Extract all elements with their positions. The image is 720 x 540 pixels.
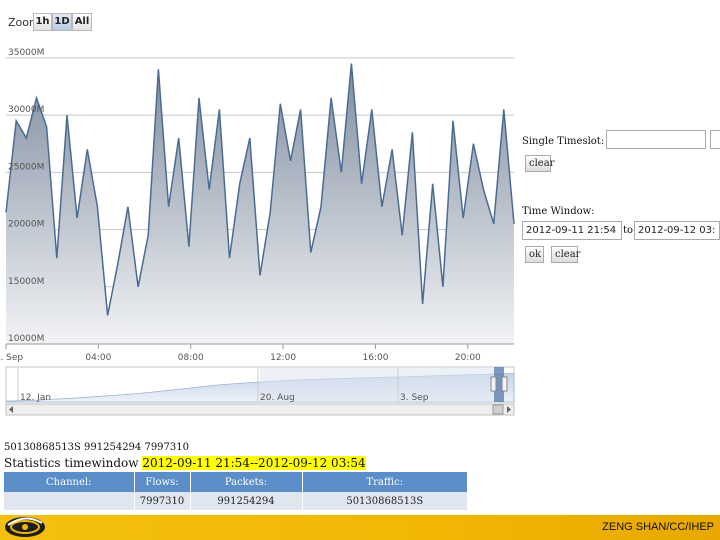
stats-table: Channel: Flows: Packets: Traffic: 799731… <box>4 472 468 510</box>
zoom-1h-button[interactable]: 1h <box>33 13 52 31</box>
stats-window-value: 2012-09-11 21:54--2012-09-12 03:54 <box>142 456 366 470</box>
series-area-fill <box>6 63 514 344</box>
single-timeslot-label: Single Timeslot: <box>522 136 605 147</box>
x-tick-label: 04:00 <box>85 353 111 363</box>
y-tick-label: 10000M <box>8 334 44 344</box>
y-tick-label: 30000M <box>8 105 44 115</box>
y-tick-label: 20000M <box>8 220 44 230</box>
traffic-chart[interactable]: 35000M 30000M 25000M 20000M 15000M 10000M 12.… <box>0 30 520 420</box>
stats-table-header-row: Channel: Flows: Packets: Traffic: <box>4 472 468 492</box>
flows-header: Flows: <box>134 472 191 492</box>
y-tick-label: 15000M <box>8 277 44 287</box>
x-tick-label: 16:00 <box>362 353 388 363</box>
footer-bar: ZENG SHAN/CC/IHEP <box>0 515 720 540</box>
zoom-all-button[interactable]: All <box>72 13 92 31</box>
navigator-right-handle[interactable] <box>501 376 508 392</box>
stats-window-label: Statistics timewindow <box>4 456 139 470</box>
time-window-label: Time Window: <box>522 206 595 217</box>
channel-header: Channel: <box>4 472 135 492</box>
traffic-header: Traffic: <box>302 472 468 492</box>
x-tick-label: 20:00 <box>455 353 481 363</box>
packets-header: Packets: <box>190 472 303 492</box>
scroll-left-arrow-icon[interactable] <box>9 406 13 413</box>
x-tick-label: 12:00 <box>270 353 296 363</box>
zoom-1d-button[interactable]: 1D <box>52 13 72 31</box>
navigator-left-handle[interactable] <box>490 376 497 392</box>
channel-cell <box>4 492 135 510</box>
time-window-to-input[interactable] <box>634 221 720 240</box>
scrollbar-track[interactable] <box>5 403 515 416</box>
navigator-window-mask <box>260 367 494 402</box>
traffic-cell: 50130868513S <box>302 492 468 510</box>
time-window-to-label: to <box>623 225 634 236</box>
scroll-right-arrow-icon[interactable] <box>507 406 511 413</box>
scrollbar-thumb[interactable] <box>492 404 504 415</box>
raw-stats-line: 50130868513S 991254294 7997310 <box>4 442 189 453</box>
ihep-logo-icon <box>5 517 45 537</box>
y-tick-label: 35000M <box>8 48 44 58</box>
x-tick-label: 12. Sep <box>0 353 23 363</box>
x-tick-label: 08:00 <box>178 353 204 363</box>
time-window-clear-button[interactable]: clear <box>551 246 580 263</box>
time-window-ok-button[interactable]: ok <box>525 246 544 263</box>
zoom-label: Zoom <box>8 16 40 29</box>
navigator-label: 12. Jan <box>20 393 51 403</box>
time-window-from-input[interactable] <box>522 221 622 240</box>
y-tick-label: 25000M <box>8 162 44 172</box>
footer-credit: ZENG SHAN/CC/IHEP <box>602 521 714 533</box>
navigator-selected-range[interactable] <box>494 367 504 402</box>
single-timeslot-extra-field[interactable] <box>710 130 720 149</box>
navigator-label: 20. Aug <box>260 393 295 403</box>
packets-cell: 991254294 <box>190 492 303 510</box>
series-line <box>5 63 515 316</box>
navigator-label: 3. Sep <box>400 393 429 403</box>
flows-cell: 7997310 <box>134 492 191 510</box>
stats-window-row: Statistics timewindow 2012-09-11 21:54--… <box>4 456 366 470</box>
table-row: 7997310 991254294 50130868513S <box>4 492 468 510</box>
single-timeslot-clear-button[interactable]: clear <box>525 155 554 172</box>
single-timeslot-input[interactable] <box>606 130 706 149</box>
